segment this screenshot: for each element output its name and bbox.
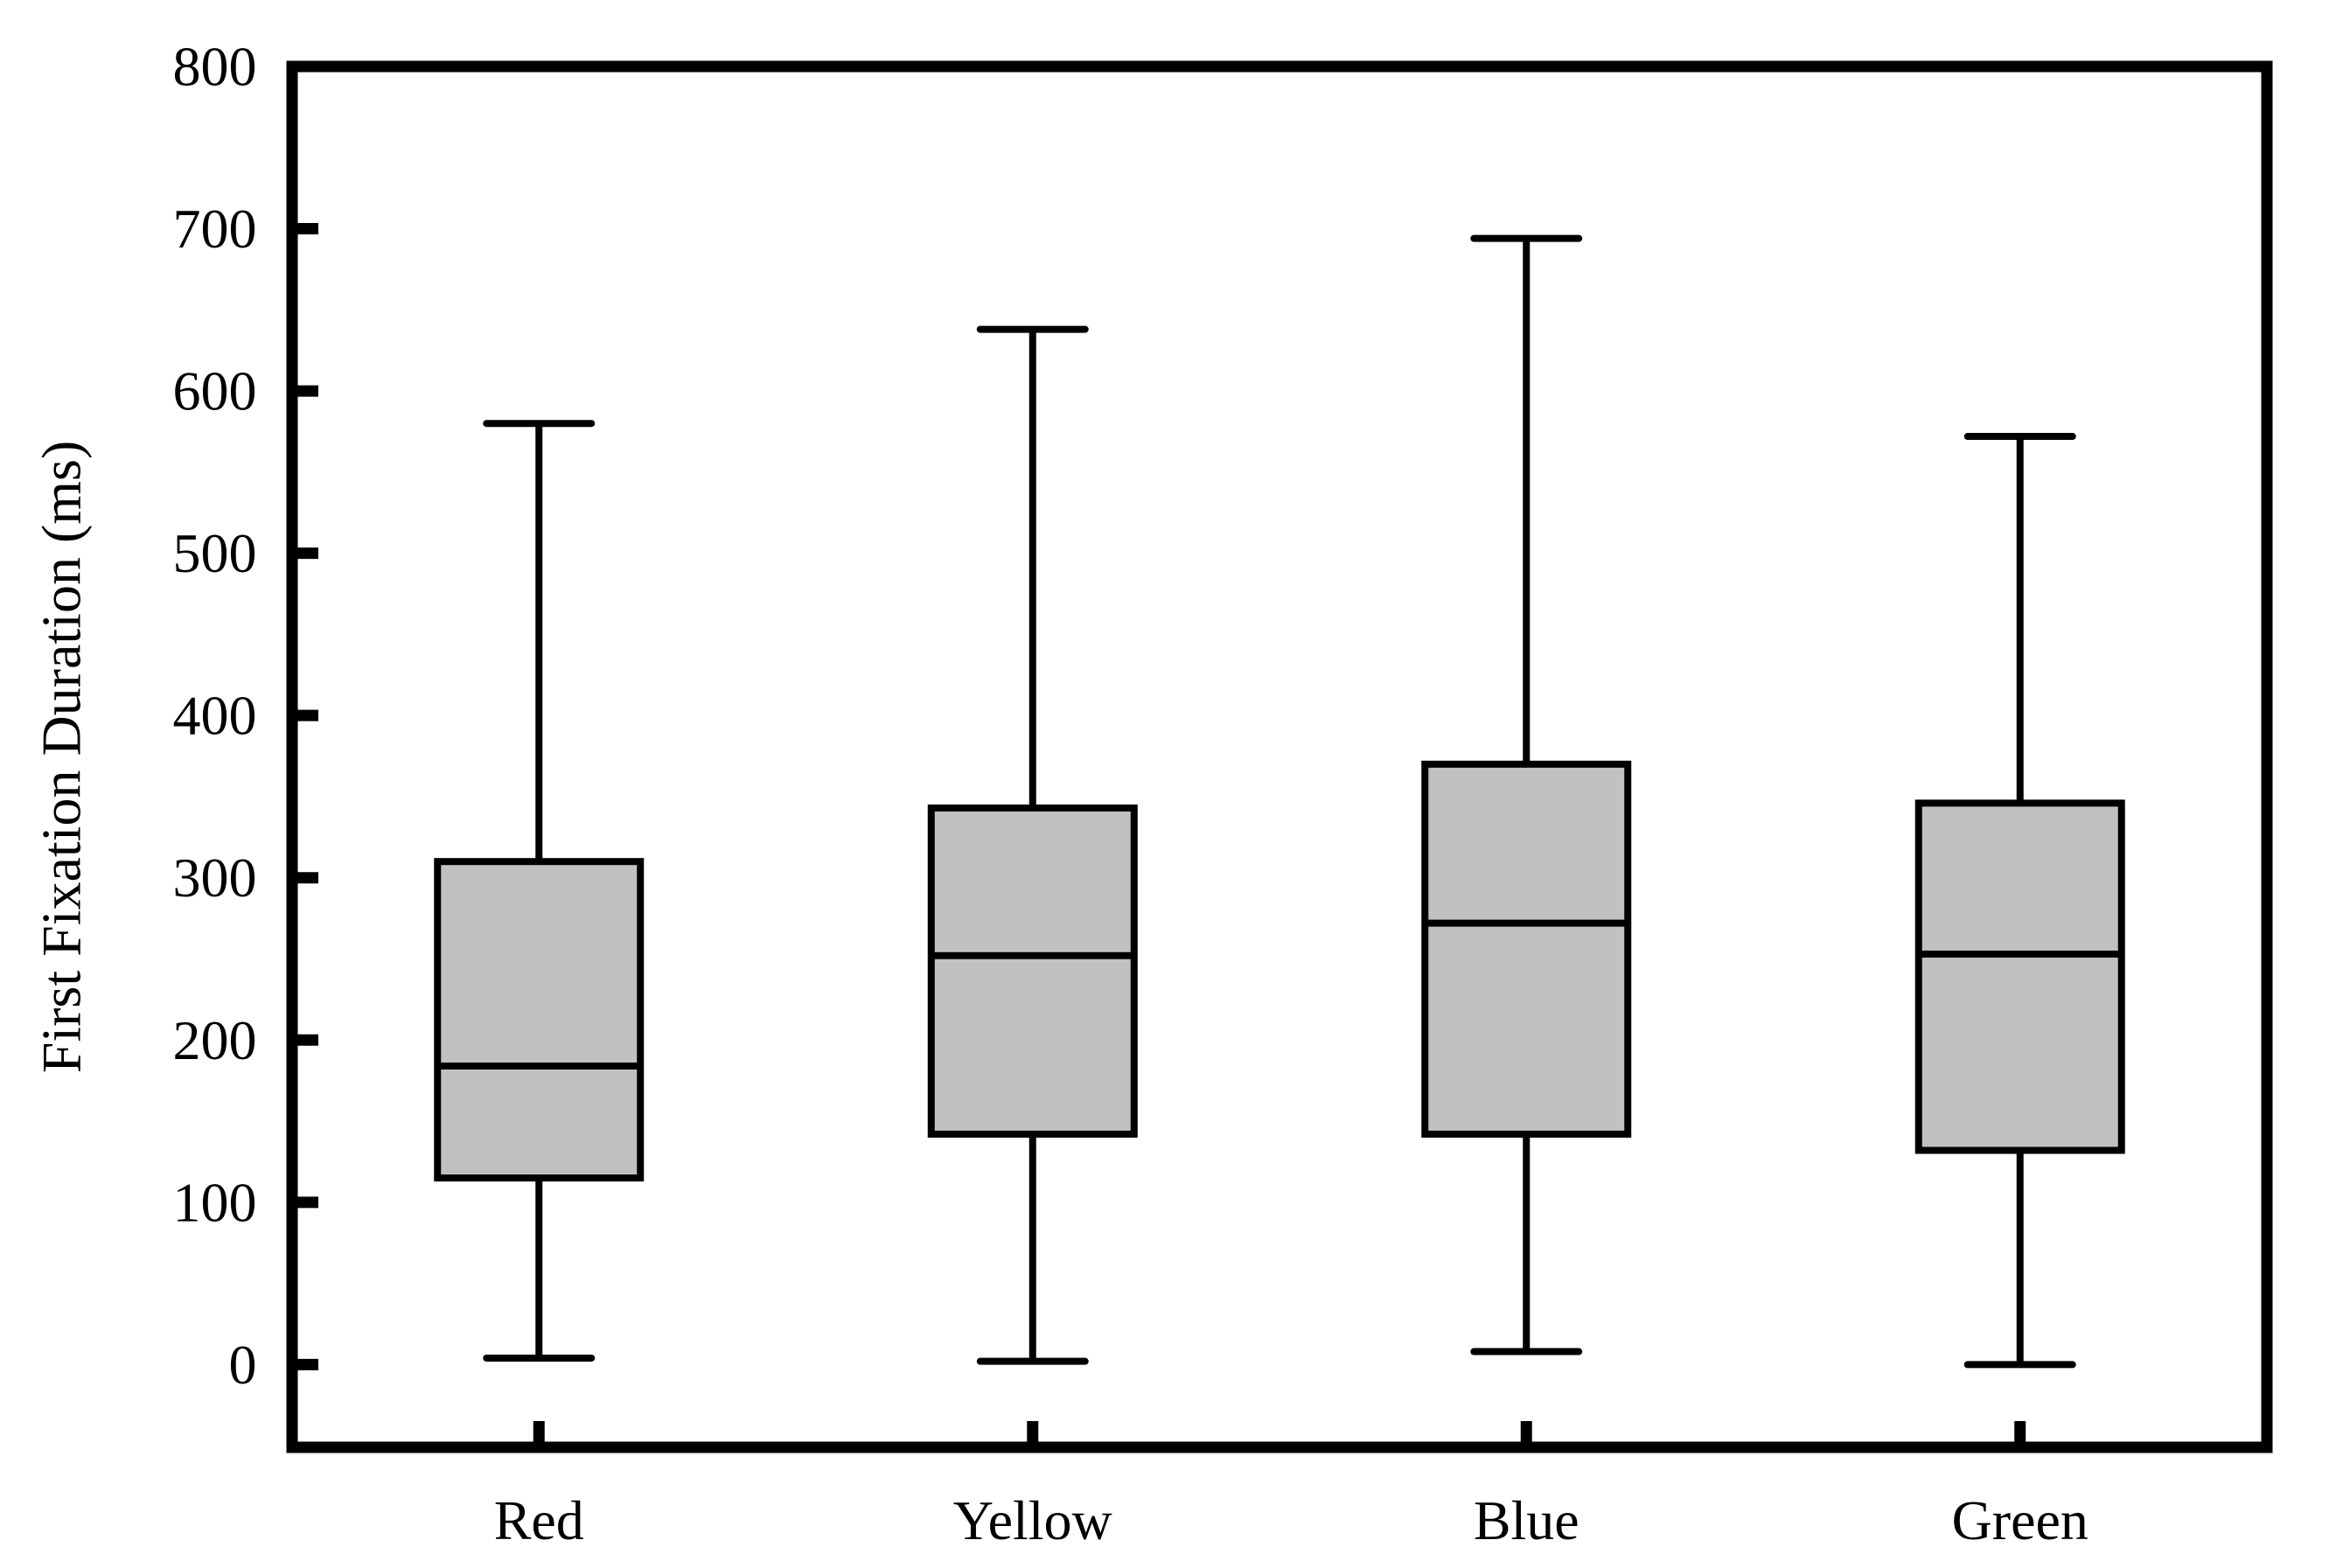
y-tick-label: 500 xyxy=(173,522,257,584)
y-tick-label: 800 xyxy=(173,36,257,98)
y-tick-label: 700 xyxy=(173,198,257,260)
y-tick-label: 600 xyxy=(173,360,257,422)
y-tick-label: 0 xyxy=(229,1334,257,1396)
iqr-box-yellow xyxy=(927,804,1138,1138)
x-tick-label: Blue xyxy=(1474,1489,1579,1551)
iqr-box-blue xyxy=(1421,760,1632,1138)
x-tick-label: Green xyxy=(1952,1489,2088,1551)
y-tick-label: 300 xyxy=(173,847,257,909)
y-axis-title: First Fixation Duration (ms) xyxy=(31,441,93,1074)
y-tick-label: 400 xyxy=(173,685,257,747)
x-tick-label: Red xyxy=(494,1489,584,1551)
iqr-box-green xyxy=(1914,799,2125,1154)
y-tick-label: 100 xyxy=(173,1171,257,1233)
x-tick-label: Yellow xyxy=(953,1489,1112,1551)
axes-frame xyxy=(286,60,2273,1453)
y-tick-label: 200 xyxy=(173,1009,257,1071)
iqr-box-red xyxy=(434,858,645,1181)
